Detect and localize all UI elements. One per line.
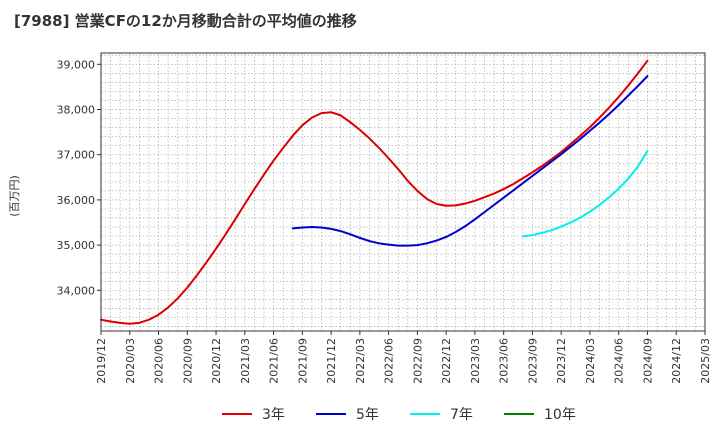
legend-label: 10年 — [544, 407, 576, 423]
x-tick-label: 2021/12 — [325, 338, 338, 384]
series-line-2 — [521, 150, 649, 238]
x-tick-label: 2022/09 — [411, 338, 424, 384]
x-tick-label: 2019/12 — [95, 338, 108, 384]
series-line-0 — [100, 59, 649, 325]
legend-label: 7年 — [450, 407, 473, 423]
x-tick-label: 2022/06 — [383, 338, 396, 384]
x-tick-label: 2021/03 — [239, 338, 252, 384]
y-tick-label: 38,000 — [57, 104, 96, 117]
y-axis-label: (百万円) — [8, 175, 21, 217]
x-tick-label: 2024/03 — [584, 338, 597, 384]
x-tick-label: 2020/03 — [124, 338, 137, 384]
x-tick-label: 2023/06 — [498, 338, 511, 384]
x-tick-label: 2021/09 — [296, 338, 309, 384]
y-axis-ticks: 34,000 35,000 36,000 37,000 38,000 39,000 — [57, 58, 101, 297]
x-tick-label: 2020/06 — [153, 338, 166, 384]
series-line-1 — [291, 75, 649, 247]
y-tick-label: 35,000 — [57, 239, 96, 252]
y-tick-label: 36,000 — [57, 194, 96, 207]
x-tick-label: 2020/09 — [181, 338, 194, 384]
y-tick-label: 39,000 — [57, 58, 96, 71]
x-tick-label: 2023/12 — [555, 338, 568, 384]
y-tick-label: 34,000 — [57, 284, 96, 297]
x-tick-label: 2024/12 — [670, 338, 683, 384]
y-tick-label: 37,000 — [57, 149, 96, 162]
series-layer — [100, 59, 649, 325]
x-axis-ticks: 2019/12 2020/03 2020/06 2020/09 2020/12 2021/… — [95, 331, 712, 384]
plot-background — [101, 53, 705, 331]
x-tick-label: 2025/03 — [699, 338, 712, 384]
x-tick-label: 2021/06 — [268, 338, 281, 384]
legend: 3年 5年 7年 10年 — [222, 407, 576, 423]
x-tick-label: 2022/03 — [354, 338, 367, 384]
x-tick-label: 2023/03 — [469, 338, 482, 384]
x-tick-label: 2024/06 — [613, 338, 626, 384]
legend-label: 5年 — [356, 407, 379, 423]
x-tick-label: 2020/12 — [210, 338, 223, 384]
x-tick-label: 2024/09 — [641, 338, 654, 384]
x-tick-label: 2023/09 — [526, 338, 539, 384]
chart-title: [7988] 営業CFの12か月移動合計の平均値の推移 — [14, 12, 357, 30]
x-tick-label: 2022/12 — [440, 338, 453, 384]
plot-border — [100, 52, 706, 332]
legend-label: 3年 — [262, 407, 285, 423]
